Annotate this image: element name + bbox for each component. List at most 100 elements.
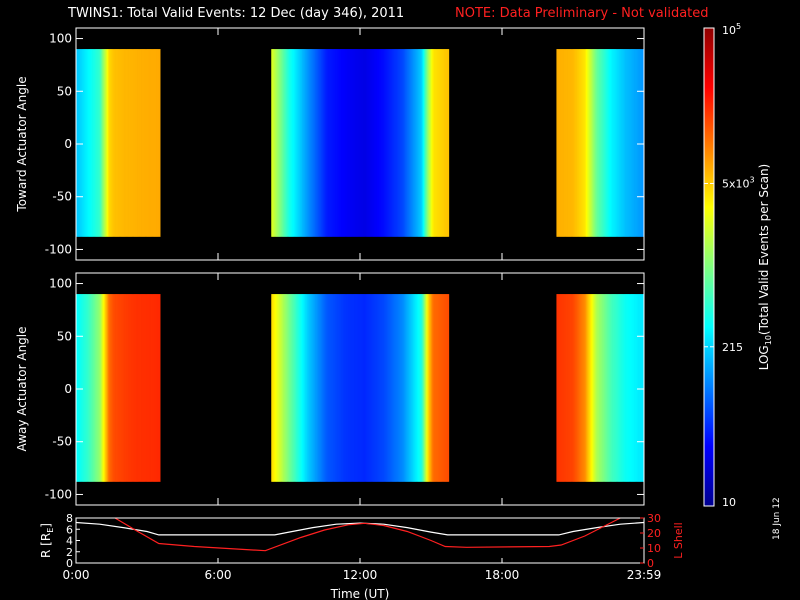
toward-cell — [576, 49, 579, 237]
away-cell — [388, 294, 390, 482]
away-cell — [615, 294, 618, 482]
away-cell — [444, 294, 446, 482]
away-cell — [350, 294, 353, 482]
away-cell — [99, 294, 102, 482]
toward-cell — [422, 49, 425, 237]
toward-cell — [292, 49, 295, 237]
toward-cell — [93, 49, 96, 237]
away-cell — [576, 294, 579, 482]
away-cell — [583, 294, 586, 482]
away-cell — [402, 294, 405, 482]
away-cell — [358, 294, 361, 482]
away-cell — [564, 294, 567, 482]
orbit-xtick-label: 18:00 — [485, 568, 520, 582]
toward-cell — [156, 49, 159, 237]
away-cell — [345, 294, 348, 482]
toward-cell — [426, 49, 428, 237]
toward-cell — [283, 49, 285, 237]
toward-cell — [291, 49, 293, 237]
away-cell — [89, 294, 91, 482]
toward-ytick-label: 100 — [49, 32, 72, 46]
toward-cell — [336, 49, 338, 237]
away-cell — [332, 294, 335, 482]
toward-cell — [375, 49, 377, 237]
away-cell — [324, 294, 327, 482]
toward-cell — [115, 49, 117, 237]
r-axis-label: R [RE] — [39, 523, 55, 558]
toward-cell — [97, 49, 99, 237]
toward-cell — [378, 49, 381, 237]
away-cell — [120, 294, 123, 482]
away-cell — [362, 294, 364, 482]
lshell-ytick-label: 10 — [647, 542, 661, 555]
toward-cell — [300, 49, 303, 237]
toward-cell — [141, 49, 143, 237]
away-ytick-label: 0 — [64, 382, 72, 396]
toward-cell — [567, 49, 569, 237]
away-cell — [604, 294, 607, 482]
away-cell — [155, 294, 157, 482]
away-cell — [626, 294, 628, 482]
toward-cell — [401, 49, 403, 237]
toward-cell — [416, 49, 419, 237]
toward-cell — [586, 49, 588, 237]
toward-cell — [151, 49, 154, 237]
toward-cell — [577, 49, 580, 237]
away-cell — [613, 294, 615, 482]
away-cell — [429, 294, 432, 482]
toward-cell — [559, 49, 562, 237]
away-cell — [434, 294, 437, 482]
away-cell — [298, 294, 301, 482]
toward-cell — [568, 49, 570, 237]
toward-cell — [145, 49, 148, 237]
away-cell — [614, 294, 616, 482]
toward-cell — [636, 49, 639, 237]
away-cell — [447, 294, 450, 482]
away-cell — [306, 294, 309, 482]
away-cell — [111, 294, 114, 482]
toward-cell — [289, 49, 291, 237]
colorbar-label: LOG10(Total Valid Events per Scan) — [757, 164, 773, 371]
toward-cell — [138, 49, 141, 237]
away-cell — [445, 294, 447, 482]
r-ytick-label: 4 — [66, 535, 73, 548]
lshell-ytick-label: 20 — [647, 527, 661, 540]
toward-cell — [582, 49, 585, 237]
toward-cell — [275, 49, 278, 237]
away-cell — [284, 294, 286, 482]
away-cell — [375, 294, 377, 482]
colorbar-tick-label: 5x103 — [722, 175, 755, 190]
toward-cell — [630, 49, 633, 237]
toward-cell — [574, 49, 576, 237]
away-cell — [641, 294, 644, 482]
colorbar-gradient — [703, 27, 715, 507]
toward-cell — [81, 49, 84, 237]
toward-cell — [640, 49, 643, 237]
toward-cell — [84, 49, 86, 237]
away-cell — [312, 294, 315, 482]
toward-cell — [150, 49, 153, 237]
toward-cell — [591, 49, 594, 237]
toward-cell — [285, 49, 288, 237]
toward-cell — [580, 49, 582, 237]
toward-cell — [299, 49, 302, 237]
toward-cell — [148, 49, 150, 237]
away-cell — [403, 294, 406, 482]
toward-cell — [562, 49, 564, 237]
away-cell — [425, 294, 427, 482]
toward-cell — [89, 49, 91, 237]
away-cell — [415, 294, 418, 482]
away-cell — [638, 294, 640, 482]
away-cell — [376, 294, 379, 482]
away-cell — [381, 294, 383, 482]
away-cell — [404, 294, 407, 482]
away-cell — [373, 294, 375, 482]
away-cell — [623, 294, 626, 482]
away-cell — [387, 294, 389, 482]
toward-cell — [604, 49, 607, 237]
away-cell — [363, 294, 366, 482]
away-cell — [441, 294, 444, 482]
away-cell — [399, 294, 401, 482]
away-cell — [94, 294, 97, 482]
toward-cell — [373, 49, 375, 237]
